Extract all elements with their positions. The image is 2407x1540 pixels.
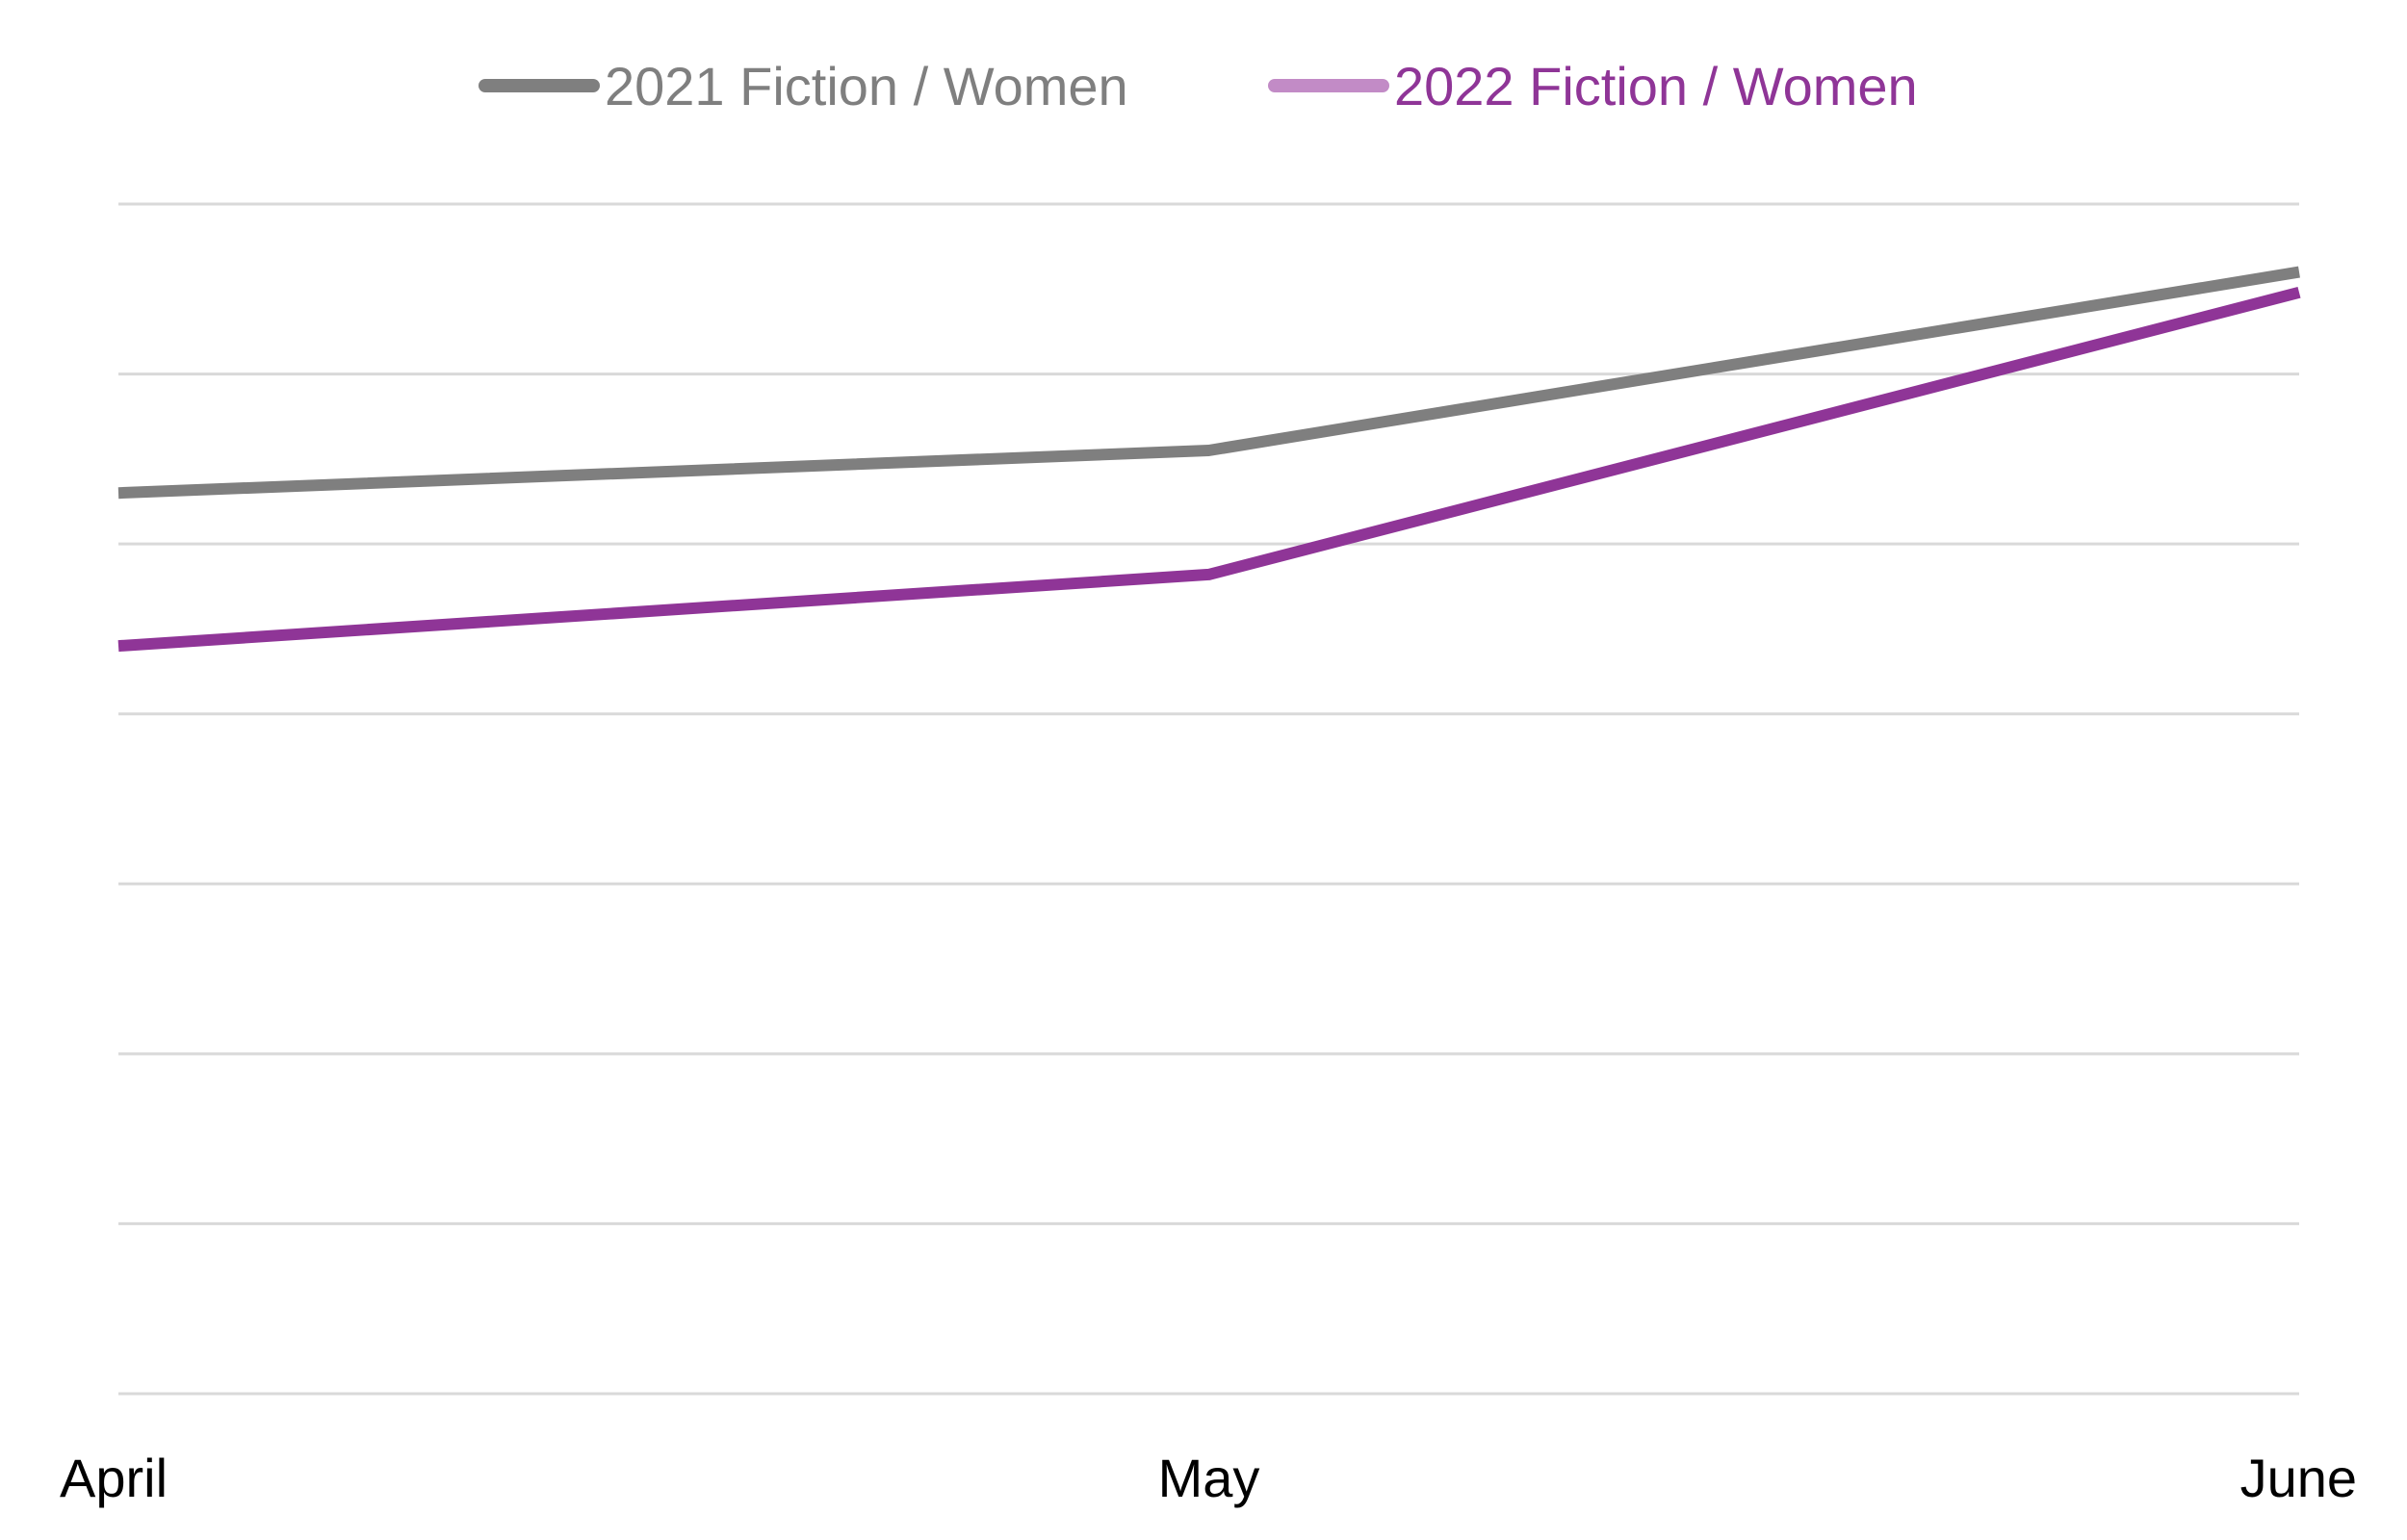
- legend-label-1: 2021 Fiction / Women: [605, 56, 1128, 116]
- series-lines: [117, 266, 2301, 653]
- x-tick-label-may: May: [1158, 1448, 1260, 1508]
- series-line-1: [117, 266, 2300, 500]
- x-tick-label-june: June: [2240, 1448, 2357, 1508]
- series-line-2: [117, 286, 2301, 653]
- legend-label-2: 2022 Fiction / Women: [1394, 56, 1918, 116]
- x-axis-ticks: April May June: [60, 1448, 2357, 1508]
- gridlines: [118, 202, 2299, 1396]
- x-tick-label-april: April: [60, 1448, 168, 1508]
- legend: 2021 Fiction / Women 2022 Fiction / Women: [479, 56, 1918, 116]
